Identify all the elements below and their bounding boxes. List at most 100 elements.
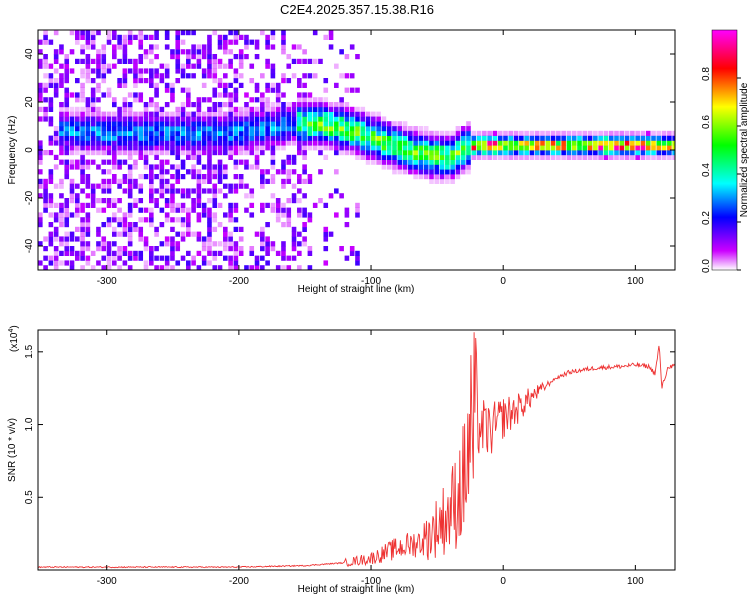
heatmap-cell [233, 207, 239, 213]
heatmap-cell [312, 121, 318, 127]
colorbar-tick-label: 0.8 [701, 67, 712, 81]
heatmap-cell [180, 106, 186, 112]
heatmap-cell [101, 178, 107, 184]
heatmap-cell [418, 145, 424, 151]
heatmap-cell [513, 150, 519, 156]
heatmap-cell [38, 106, 43, 112]
heatmap-cell [101, 73, 107, 79]
heatmap-cell [69, 130, 75, 136]
heatmap-cell [75, 207, 80, 213]
heatmap-cell [175, 207, 181, 213]
heatmap-cell [286, 106, 292, 112]
heatmap-cell [38, 82, 43, 88]
heatmap-cell [112, 44, 117, 50]
heatmap-cell [249, 164, 255, 170]
heatmap-cell [48, 241, 54, 247]
heatmap-cell [133, 73, 138, 79]
heatmap-cell [133, 222, 138, 228]
heatmap-cell [186, 92, 191, 98]
heatmap-cell [191, 140, 196, 146]
heatmap-cell [85, 222, 91, 228]
heatmap-cell [228, 260, 233, 266]
heatmap-cell [545, 130, 551, 136]
heatmap-cell [233, 217, 239, 223]
heatmap-cell [297, 145, 302, 151]
heatmap-cell [48, 255, 54, 261]
heatmap-cell [170, 241, 175, 247]
heatmap-cell [265, 236, 270, 242]
heatmap-cell [228, 39, 233, 45]
heatmap-cell [323, 226, 329, 232]
heatmap-cell [101, 241, 107, 247]
heatmap-cell [217, 174, 223, 180]
heatmap-cell [619, 150, 625, 156]
heatmap-cell [191, 231, 196, 237]
heatmap-cell [645, 140, 651, 146]
heatmap-cell [661, 130, 667, 136]
heatmap-cell [101, 140, 107, 146]
heatmap-cell [138, 39, 144, 45]
heatmap-cell [260, 30, 265, 36]
heatmap-cell [48, 82, 54, 88]
heatmap-cell [106, 121, 112, 127]
heatmap-cell [96, 82, 101, 88]
heatmap-cell [96, 49, 101, 55]
heatmap-cell [175, 106, 181, 112]
heatmap-cell [672, 130, 675, 136]
heatmap-cell [402, 164, 408, 170]
heatmap-cell [630, 150, 635, 156]
heatmap-cell [429, 174, 434, 180]
heatmap-cell [96, 207, 101, 213]
heatmap-cell [545, 140, 551, 146]
heatmap-cell [593, 150, 598, 156]
heatmap-cell [355, 154, 360, 160]
heatmap-cell [217, 250, 223, 256]
heatmap-cell [254, 44, 260, 50]
heatmap-cell [127, 154, 133, 160]
heatmap-cell [545, 150, 551, 156]
heatmap-cell [101, 207, 107, 213]
heatmap-cell [608, 130, 614, 136]
heatmap-cell [80, 92, 85, 98]
heatmap-cell [381, 121, 387, 127]
heatmap-cell [217, 121, 223, 127]
heatmap-cell [233, 54, 239, 60]
heatmap-cell [318, 198, 323, 204]
heatmap-cell [80, 226, 85, 232]
heatmap-cell [556, 150, 561, 156]
heatmap-cell [112, 212, 117, 218]
heatmap-cell [127, 150, 133, 156]
heatmap-cell [524, 145, 529, 151]
heatmap-cell [106, 111, 112, 117]
heatmap-cell [275, 198, 281, 204]
heatmap-cell [318, 135, 323, 141]
heatmap-cell [450, 154, 455, 160]
heatmap-cell [254, 54, 260, 60]
heatmap-cell [651, 140, 656, 146]
heatmap-cell [143, 121, 149, 127]
heatmap-cell [386, 126, 392, 132]
heatmap-cell [38, 63, 43, 69]
heatmap-cell [334, 116, 339, 122]
heatmap-cell [80, 106, 85, 112]
heatmap-cell [69, 250, 75, 256]
heatmap-cell [260, 231, 265, 237]
heatmap-cell [413, 150, 418, 156]
heatmap-cell [186, 135, 191, 141]
heatmap-cell [48, 231, 54, 237]
heatmap-cell [75, 111, 80, 117]
heatmap-cell [85, 111, 91, 117]
heatmap-cell [254, 159, 260, 165]
heatmap-cell [212, 73, 218, 79]
heatmap-cell [561, 150, 566, 156]
heatmap-cell [212, 106, 218, 112]
heatmap-cell [672, 145, 675, 151]
heatmap-cell [164, 30, 170, 36]
heatmap-cell [667, 145, 672, 151]
heatmap-cell [297, 178, 302, 184]
heatmap-cell [397, 121, 403, 127]
heatmap-cell [159, 63, 165, 69]
heatmap-cell [154, 92, 159, 98]
heatmap-cell [175, 34, 181, 40]
